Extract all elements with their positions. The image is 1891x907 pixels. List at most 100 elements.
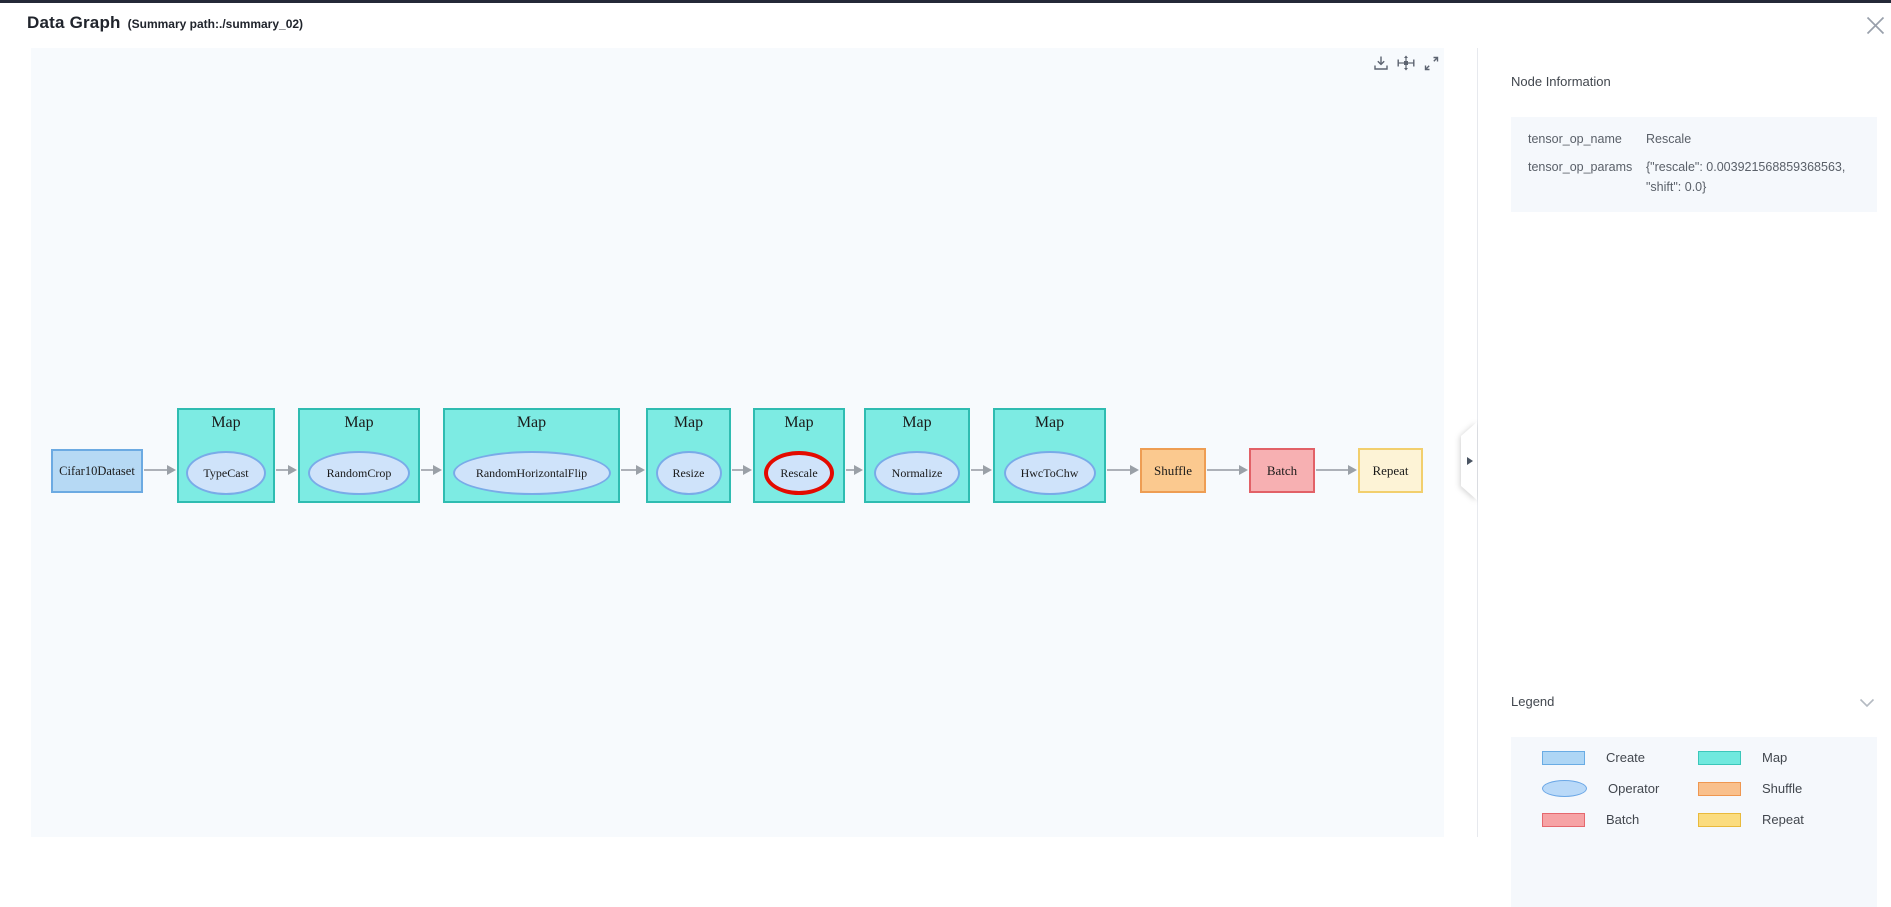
graph-edge [1107,469,1131,471]
create-swatch-icon [1542,750,1585,765]
graph-edge [971,469,984,471]
map-node-title: Map [1034,414,1065,431]
download-icon [1374,56,1388,70]
graph-node-rescale[interactable]: Map Rescale [753,408,845,503]
graph-node-cifar10dataset[interactable]: Cifar10Dataset [51,449,143,493]
node-info-row: tensor_op_params {"rescale": 0.0039215688… [1511,153,1877,201]
graph-canvas[interactable]: Cifar10Dataset Map TypeCast Map RandomCrop Ma… [31,48,1444,837]
panel-collapse-handle[interactable] [1461,422,1477,500]
node-label: Batch [1266,462,1298,478]
operator-swatch-icon [1542,780,1587,797]
graph-edge-arrowhead [1348,465,1357,475]
map-node-title: Map [211,414,241,431]
node-label: Repeat [1372,462,1409,478]
legend-label: Create [1606,750,1646,765]
graph-edge-arrowhead [854,465,863,475]
graph-edge-arrowhead [288,465,297,475]
legend-label: Batch [1606,812,1640,827]
fullscreen-button[interactable] [1422,54,1440,72]
operator-ellipse-randomhorizontalflip[interactable]: RandomHorizontalFlip [452,451,611,495]
close-icon [1866,16,1884,34]
legend-item-operator: Operator [1511,780,1667,797]
graph-node-hwctochw[interactable]: Map HwcToChw [993,408,1106,503]
graph-node-repeat[interactable]: Repeat [1358,448,1423,493]
chevron-down-icon [1859,698,1875,708]
operator-ellipse-resize[interactable]: Resize [655,451,722,495]
graph-edge [1207,469,1240,471]
graph-edge-arrowhead [983,465,992,475]
legend-label: Map [1762,750,1788,765]
map-node-title: Map [344,414,374,431]
graph-node-normalize[interactable]: Map Normalize [864,408,970,503]
graph-edge-arrowhead [167,465,176,475]
map-node-title: Map [516,414,547,431]
node-label: Cifar10Dataset [59,463,135,478]
download-button[interactable] [1372,54,1390,72]
graph-node-randomhorizontalflip[interactable]: Map RandomHorizontalFlip [443,408,620,503]
close-button[interactable] [1864,14,1886,36]
node-label: Shuffle [1153,462,1193,478]
legend-label: Operator [1608,781,1660,796]
panel-divider [1477,48,1478,837]
fullscreen-icon [1424,56,1438,70]
legend-item-repeat: Repeat [1667,812,1823,827]
dataset-pipeline-graph: Cifar10Dataset Map TypeCast Map RandomCrop Ma… [31,48,1444,837]
info-value: {"rescale": 0.003921568859368563, "shift… [1646,160,1846,194]
legend-label: Shuffle [1762,781,1803,796]
summary-path-subtitle: (Summary path:./summary_02) [127,17,304,31]
legend-row: Batch Repeat [1511,804,1877,835]
info-key: tensor_op_params [1528,160,1633,174]
operator-ellipse-randomcrop[interactable]: RandomCrop [308,451,410,495]
graph-edge [621,469,637,471]
graph-edge [846,469,855,471]
legend-row: Create Map [1511,742,1877,773]
graph-node-typecast[interactable]: Map TypeCast [177,408,275,503]
legend-header: Legend [1511,693,1877,711]
graph-edge-arrowhead [636,465,645,475]
legend-collapse-button[interactable] [1859,696,1875,711]
graph-node-batch[interactable]: Batch [1249,448,1315,493]
legend-item-shuffle: Shuffle [1667,781,1823,796]
header: Data Graph (Summary path:./summary_02) [0,3,1891,48]
info-value: Rescale [1646,132,1692,146]
map-node-title: Map [784,414,814,431]
node-information-panel: Node Information tensor_op_name Rescale te… [1478,48,1891,907]
legend-label: Repeat [1762,812,1804,827]
fit-center-icon [1397,55,1415,71]
legend-item-create: Create [1511,750,1667,765]
canvas-toolbar [1372,54,1440,72]
title-wrap: Data Graph (Summary path:./summary_02) [27,13,303,33]
map-node-title: Map [902,414,932,431]
operator-ellipse-normalize[interactable]: Normalize [874,451,960,495]
graph-node-shuffle[interactable]: Shuffle [1140,448,1206,493]
batch-swatch-icon [1542,812,1585,827]
map-node-title: Map [673,414,704,431]
operator-ellipse-hwctochw[interactable]: HwcToChw [1003,451,1096,495]
chevron-right-icon [1461,422,1477,500]
legend-title: Legend [1511,694,1555,709]
graph-edge [1316,469,1349,471]
graph-node-randomcrop[interactable]: Map RandomCrop [298,408,420,503]
graph-edge [421,469,434,471]
legend-box: Create Map Operator Shuffle Batch Repeat [1511,737,1877,907]
operator-ellipse-rescale[interactable]: Rescale [764,451,834,495]
operator-ellipse-typecast[interactable]: TypeCast [186,451,266,495]
repeat-swatch-icon [1698,812,1741,827]
graph-edge [732,469,744,471]
legend-item-map: Map [1667,750,1823,765]
graph-edge-arrowhead [1130,465,1139,475]
info-key: tensor_op_name [1528,132,1622,146]
node-info-title: Node Information [1511,74,1611,89]
node-info-row: tensor_op_name Rescale [1511,125,1877,153]
top-accent-bar [0,0,1891,3]
legend-row: Operator Shuffle [1511,773,1877,804]
graph-edge [276,469,289,471]
graph-edge-arrowhead [433,465,442,475]
node-info-table: tensor_op_name Rescale tensor_op_params {"r… [1511,117,1877,212]
page-title: Data Graph [27,13,121,32]
graph-node-resize[interactable]: Map Resize [646,408,731,503]
legend-item-batch: Batch [1511,812,1667,827]
fit-center-button[interactable] [1397,54,1415,72]
map-swatch-icon [1698,750,1741,765]
graph-edge-arrowhead [743,465,752,475]
